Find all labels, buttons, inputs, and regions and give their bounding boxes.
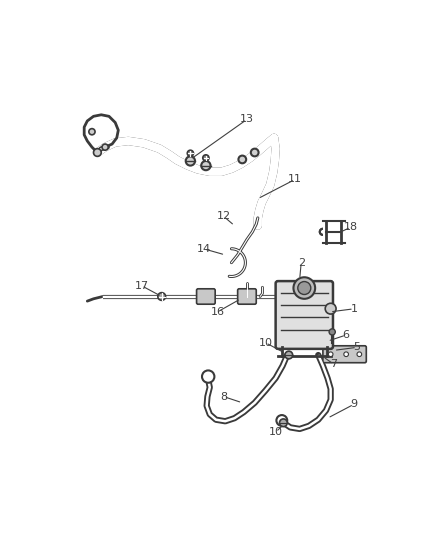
Text: 9: 9 [350, 399, 357, 409]
Circle shape [298, 281, 311, 295]
Circle shape [344, 352, 349, 357]
Text: 10: 10 [258, 338, 272, 348]
Circle shape [251, 149, 258, 156]
Circle shape [202, 370, 214, 383]
Text: 11: 11 [288, 174, 302, 184]
Circle shape [93, 149, 101, 156]
Circle shape [89, 128, 95, 135]
Circle shape [203, 155, 209, 161]
Circle shape [158, 293, 166, 301]
Circle shape [328, 352, 333, 357]
Circle shape [293, 277, 315, 299]
Circle shape [238, 156, 246, 163]
Text: 1: 1 [350, 304, 357, 314]
Circle shape [102, 144, 108, 150]
Text: 17: 17 [134, 281, 148, 290]
Circle shape [357, 352, 362, 357]
Circle shape [187, 150, 194, 156]
FancyBboxPatch shape [276, 281, 333, 349]
Text: 2: 2 [298, 257, 305, 268]
Circle shape [201, 161, 211, 170]
Circle shape [285, 351, 293, 359]
Text: 18: 18 [344, 222, 358, 232]
Text: 12: 12 [217, 212, 231, 221]
Text: 13: 13 [240, 115, 254, 124]
Circle shape [276, 415, 287, 426]
Circle shape [279, 419, 287, 426]
Text: 8: 8 [220, 392, 227, 401]
Text: 6: 6 [343, 330, 350, 340]
FancyBboxPatch shape [238, 289, 256, 304]
Text: 14: 14 [197, 244, 211, 254]
Text: 5: 5 [353, 342, 360, 352]
FancyBboxPatch shape [323, 346, 366, 363]
Text: 10: 10 [268, 427, 283, 437]
FancyBboxPatch shape [197, 289, 215, 304]
Text: 7: 7 [330, 359, 337, 369]
Circle shape [329, 329, 336, 335]
Text: 16: 16 [211, 307, 225, 317]
Circle shape [325, 303, 336, 314]
Circle shape [186, 156, 195, 166]
